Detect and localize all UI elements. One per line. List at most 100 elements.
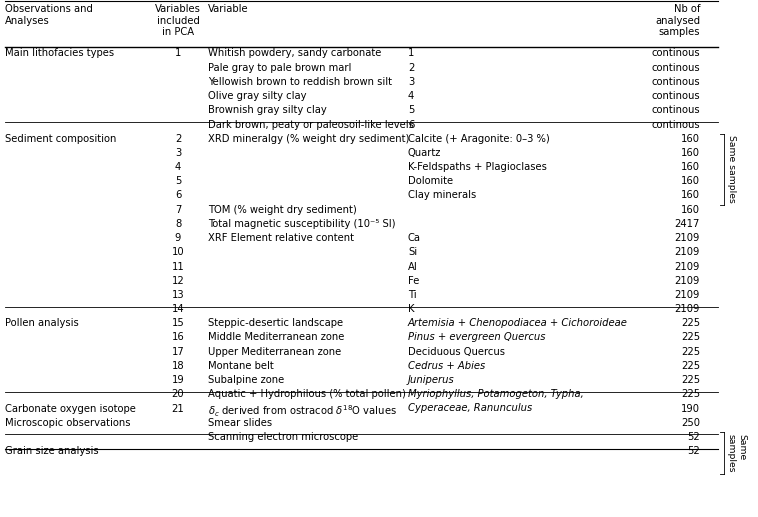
Text: 2109: 2109 xyxy=(675,262,700,271)
Text: 225: 225 xyxy=(681,361,700,371)
Text: 19: 19 xyxy=(171,375,184,385)
Text: XRF Element relative content: XRF Element relative content xyxy=(208,233,354,243)
Text: 11: 11 xyxy=(171,262,184,271)
Text: Clay minerals: Clay minerals xyxy=(408,190,476,201)
Text: Dolomite: Dolomite xyxy=(408,176,453,186)
Text: 2109: 2109 xyxy=(675,233,700,243)
Text: 2109: 2109 xyxy=(675,304,700,314)
Text: Steppic-desertic landscape: Steppic-desertic landscape xyxy=(208,318,343,328)
Text: Whitish powdery, sandy carbonate: Whitish powdery, sandy carbonate xyxy=(208,49,381,58)
Text: Ca: Ca xyxy=(408,233,421,243)
Text: continous: continous xyxy=(651,77,700,87)
Text: 52: 52 xyxy=(688,432,700,442)
Text: Middle Mediterranean zone: Middle Mediterranean zone xyxy=(208,332,344,342)
Text: Pollen analysis: Pollen analysis xyxy=(5,318,79,328)
Text: Main lithofacies types: Main lithofacies types xyxy=(5,49,114,58)
Text: $\delta_c$ derived from ostracod $\delta^{18}$O values: $\delta_c$ derived from ostracod $\delta… xyxy=(208,403,397,419)
Text: 2: 2 xyxy=(408,63,415,73)
Text: 160: 160 xyxy=(681,176,700,186)
Text: Calcite (+ Aragonite: 0–3 %): Calcite (+ Aragonite: 0–3 %) xyxy=(408,134,550,144)
Text: Sediment composition: Sediment composition xyxy=(5,134,117,144)
Text: 160: 160 xyxy=(681,205,700,215)
Text: 6: 6 xyxy=(408,119,415,129)
Text: Quartz: Quartz xyxy=(408,148,441,158)
Text: 16: 16 xyxy=(171,332,184,342)
Text: 6: 6 xyxy=(175,190,181,201)
Text: 190: 190 xyxy=(681,403,700,414)
Text: 1: 1 xyxy=(175,49,181,58)
Text: 52: 52 xyxy=(688,446,700,456)
Text: Artemisia + Chenopodiacea + Cichoroideae: Artemisia + Chenopodiacea + Cichoroideae xyxy=(408,318,628,328)
Text: 2109: 2109 xyxy=(675,290,700,300)
Text: 225: 225 xyxy=(681,347,700,357)
Text: 160: 160 xyxy=(681,134,700,144)
Text: 4: 4 xyxy=(408,91,415,101)
Text: Observations and
Analyses: Observations and Analyses xyxy=(5,4,93,26)
Text: Dark brown, peaty or paleosoil-like levels: Dark brown, peaty or paleosoil-like leve… xyxy=(208,119,414,129)
Text: 225: 225 xyxy=(681,332,700,342)
Text: Olive gray silty clay: Olive gray silty clay xyxy=(208,91,306,101)
Text: Variable: Variable xyxy=(208,4,249,14)
Text: Grain size analysis: Grain size analysis xyxy=(5,446,99,456)
Text: 4: 4 xyxy=(175,162,181,172)
Text: 2417: 2417 xyxy=(675,219,700,229)
Text: 160: 160 xyxy=(681,148,700,158)
Text: Smear slides: Smear slides xyxy=(208,418,272,428)
Text: Upper Mediterranean zone: Upper Mediterranean zone xyxy=(208,347,341,357)
Text: 15: 15 xyxy=(171,318,184,328)
Text: Yellowish brown to reddish brown silt: Yellowish brown to reddish brown silt xyxy=(208,77,392,87)
Text: 10: 10 xyxy=(172,247,184,257)
Text: 2109: 2109 xyxy=(675,247,700,257)
Text: 3: 3 xyxy=(175,148,181,158)
Text: 3: 3 xyxy=(408,77,415,87)
Text: 13: 13 xyxy=(172,290,184,300)
Text: 225: 225 xyxy=(681,375,700,385)
Text: 160: 160 xyxy=(681,190,700,201)
Text: Cedrus + Abies: Cedrus + Abies xyxy=(408,361,485,371)
Text: Fe: Fe xyxy=(408,276,419,286)
Text: 8: 8 xyxy=(175,219,181,229)
Text: Carbonate oxygen isotope: Carbonate oxygen isotope xyxy=(5,403,136,414)
Text: 225: 225 xyxy=(681,318,700,328)
Text: Pale gray to pale brown marl: Pale gray to pale brown marl xyxy=(208,63,352,73)
Text: Same samples: Same samples xyxy=(727,135,736,203)
Text: Cyperaceae, Ranunculus: Cyperaceae, Ranunculus xyxy=(408,403,532,414)
Text: 250: 250 xyxy=(681,418,700,428)
Text: 7: 7 xyxy=(175,205,181,215)
Text: 14: 14 xyxy=(172,304,184,314)
Text: K: K xyxy=(408,304,415,314)
Text: Same
samples: Same samples xyxy=(727,434,747,473)
Text: 9: 9 xyxy=(175,233,181,243)
Text: Microscopic observations: Microscopic observations xyxy=(5,418,130,428)
Text: Variables
included
in PCA: Variables included in PCA xyxy=(155,4,201,37)
Text: 5: 5 xyxy=(175,176,181,186)
Text: 225: 225 xyxy=(681,389,700,399)
Text: Total magnetic susceptibility (10⁻⁵ SI): Total magnetic susceptibility (10⁻⁵ SI) xyxy=(208,219,396,229)
Text: 1: 1 xyxy=(408,49,415,58)
Text: 18: 18 xyxy=(172,361,184,371)
Text: K-Feldspaths + Plagioclases: K-Feldspaths + Plagioclases xyxy=(408,162,547,172)
Text: continous: continous xyxy=(651,63,700,73)
Text: 2: 2 xyxy=(175,134,181,144)
Text: Subalpine zone: Subalpine zone xyxy=(208,375,284,385)
Text: continous: continous xyxy=(651,119,700,129)
Text: TOM (% weight dry sediment): TOM (% weight dry sediment) xyxy=(208,205,357,215)
Text: Al: Al xyxy=(408,262,418,271)
Text: Brownish gray silty clay: Brownish gray silty clay xyxy=(208,105,327,115)
Text: 17: 17 xyxy=(171,347,184,357)
Text: continous: continous xyxy=(651,49,700,58)
Text: Montane belt: Montane belt xyxy=(208,361,274,371)
Text: Si: Si xyxy=(408,247,417,257)
Text: Deciduous Quercus: Deciduous Quercus xyxy=(408,347,505,357)
Text: Pinus + evergreen Quercus: Pinus + evergreen Quercus xyxy=(408,332,546,342)
Text: 21: 21 xyxy=(171,403,184,414)
Text: Juniperus: Juniperus xyxy=(408,375,455,385)
Text: Ti: Ti xyxy=(408,290,417,300)
Text: 160: 160 xyxy=(681,162,700,172)
Text: Scanning electron microscope: Scanning electron microscope xyxy=(208,432,359,442)
Text: 2109: 2109 xyxy=(675,276,700,286)
Text: continous: continous xyxy=(651,91,700,101)
Text: continous: continous xyxy=(651,105,700,115)
Text: Nb of
analysed
samples: Nb of analysed samples xyxy=(655,4,700,37)
Text: 20: 20 xyxy=(172,389,184,399)
